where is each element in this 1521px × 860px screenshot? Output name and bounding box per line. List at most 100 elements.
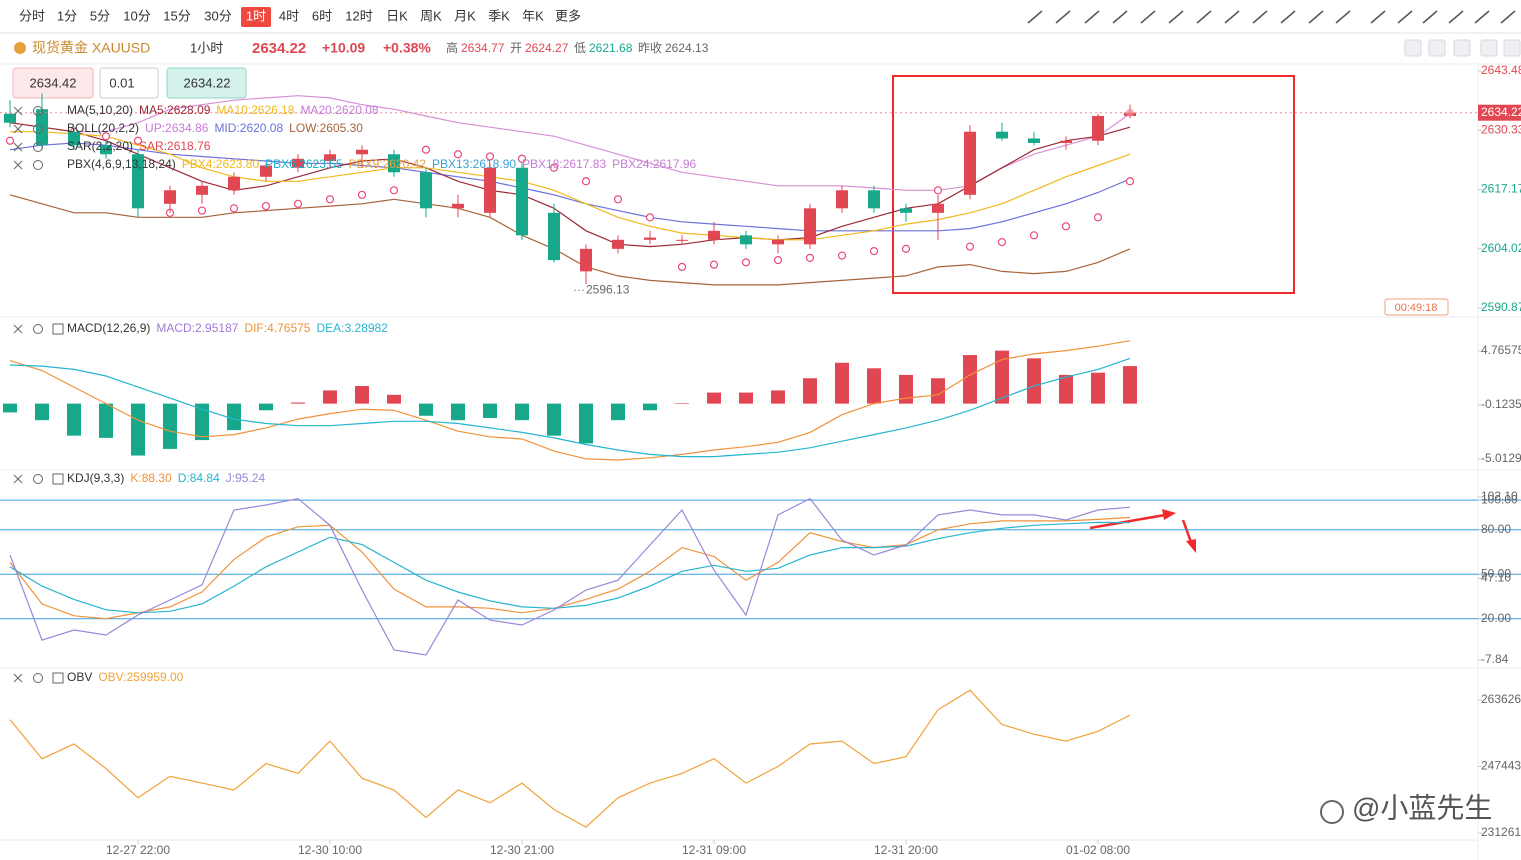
settings-icon (33, 324, 43, 334)
macd-bar (227, 403, 241, 431)
macd-bar (163, 403, 177, 449)
sar-dot (325, 195, 335, 204)
period[interactable]: 1分 (57, 8, 77, 23)
legend-item: OBV (67, 670, 92, 684)
settings-icon (33, 124, 43, 134)
lot[interactable]: 0.01 (109, 75, 134, 90)
buy-box[interactable] (166, 67, 247, 99)
sar-dot (709, 260, 719, 269)
legend-item: MA5:2628.09 (139, 103, 211, 117)
macd-bar (707, 392, 721, 404)
macd-bar (1091, 372, 1105, 404)
candle-body (228, 176, 240, 191)
sell-price[interactable]: 2634.42 (30, 75, 77, 90)
tool-icon (1397, 10, 1413, 24)
indicator-line (9, 95, 1131, 191)
indicator-line (9, 497, 1131, 656)
sar-dot (901, 244, 911, 253)
legend-item: LOW:2605.30 (289, 121, 363, 135)
legend-item: MACD:2.95187 (156, 321, 238, 335)
y-tick-label: 47.10 (1481, 571, 1511, 585)
sar-dot (581, 177, 591, 186)
period[interactable]: 年K (522, 8, 544, 23)
symbol[interactable]: 现货黄金 XAUUSD (32, 40, 150, 56)
sar-dot (229, 204, 239, 213)
period[interactable]: 30分 (204, 8, 231, 23)
y-tick-label: 2617.17 (1481, 182, 1521, 196)
open: 2624.27 (525, 41, 569, 55)
period-tabs: 分时 1分 5分 10分 15分 30分 1时 4时 6时 12时 日K 周K … (19, 8, 581, 23)
y-tick-label: 2643.48 (1481, 63, 1521, 77)
x-tick-label: 12-31 20:00 (874, 843, 938, 857)
symbol-icon (14, 42, 26, 54)
macd-bar (675, 403, 689, 404)
candle-body (900, 208, 912, 213)
macd-bar (387, 394, 401, 404)
macd-bar (995, 350, 1009, 404)
legend-item: SAR:2618.76 (139, 139, 211, 153)
lot-box[interactable] (99, 67, 159, 99)
macd-bar (515, 403, 529, 421)
x-tick-label: 12-31 09:00 (682, 843, 746, 857)
y-tick-label: 4.76575 (1481, 343, 1521, 357)
y-tick-label: 20.00 (1481, 611, 1511, 625)
arrow (1181, 519, 1193, 543)
countdown: 00:49:18 (1395, 302, 1438, 314)
period[interactable]: 5分 (90, 8, 110, 23)
buy-price[interactable]: 2634.22 (184, 75, 231, 90)
legend-item: PBX9:2620.42 (349, 157, 427, 171)
x-tick-label: 12-30 10:00 (298, 843, 362, 857)
close-icon (13, 673, 23, 683)
tool-icon (1055, 10, 1071, 24)
low: 2621.68 (589, 41, 633, 55)
y-tick-label: 80.00 (1481, 522, 1511, 536)
y-tick-label: 2590.87 (1481, 300, 1521, 314)
close-icon (13, 124, 23, 134)
sar-dot (389, 186, 399, 195)
tool-icon (1196, 10, 1212, 24)
period[interactable]: 更多 (555, 8, 581, 23)
candle-body (1092, 115, 1104, 141)
sar-dot (773, 256, 783, 265)
macd-bar (131, 403, 145, 456)
candle-body (1060, 140, 1072, 143)
x-tick-label: 12-27 22:00 (106, 843, 170, 857)
sar-dot (805, 253, 815, 262)
period[interactable]: 周K (420, 8, 442, 23)
close-icon (13, 160, 23, 170)
expand-icon (52, 323, 64, 335)
y-tick-label: 102.10 (1481, 489, 1518, 503)
settings-icon (33, 142, 43, 152)
period[interactable]: 4时 (279, 8, 299, 23)
period[interactable]: 日K (386, 8, 408, 23)
tool-icon (1448, 10, 1464, 24)
legend-item: SAR(2,2,20) (67, 139, 133, 153)
interval[interactable]: 1小时 (190, 40, 223, 55)
legend-item: D:84.84 (178, 471, 220, 485)
sar-dot (677, 262, 687, 271)
sar-dot (357, 190, 367, 199)
candle-body (100, 145, 112, 155)
settings-icon (33, 673, 43, 683)
period[interactable]: 季K (488, 8, 510, 23)
period[interactable]: 10分 (123, 8, 150, 23)
period[interactable]: 6时 (312, 8, 332, 23)
tool-icon (1474, 10, 1490, 24)
sar-dot (869, 247, 879, 256)
y-tick-label: 2630.33 (1481, 122, 1521, 136)
period[interactable]: 12时 (345, 8, 372, 23)
sar-dot (1061, 222, 1071, 231)
period[interactable]: 分时 (19, 8, 45, 23)
sell-box[interactable] (12, 67, 94, 99)
x-tick-label: 12-30 21:00 (490, 843, 554, 857)
close-icon (13, 142, 23, 152)
panel-tool (1480, 39, 1498, 57)
period[interactable]: 15分 (163, 8, 190, 23)
sar-dot (1093, 213, 1103, 222)
macd-bar (1059, 374, 1073, 404)
close-icon (13, 106, 23, 116)
period[interactable]: 月K (454, 8, 476, 23)
change-pct: +0.38% (383, 40, 431, 56)
period[interactable]: 1时 (246, 8, 266, 23)
